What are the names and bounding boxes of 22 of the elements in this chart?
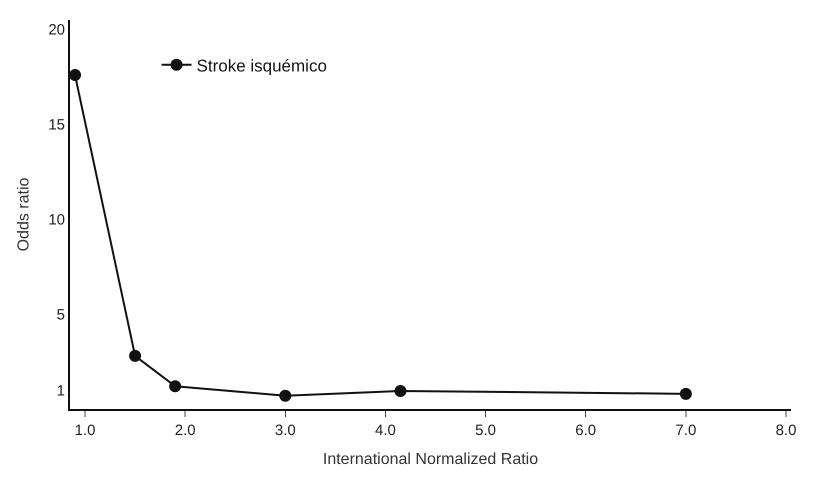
x-axis-title: International Normalized Ratio <box>322 451 538 468</box>
y-tick-label: 5 <box>56 306 65 324</box>
point <box>70 69 82 82</box>
x-tick-label: 4.0 <box>375 422 396 439</box>
y-tick-label: 15 <box>48 116 65 134</box>
x-tick-label: 2.0 <box>174 422 196 439</box>
point <box>169 380 182 392</box>
x-tick-label: 1.0 <box>74 422 96 439</box>
point <box>394 384 406 397</box>
point <box>680 388 692 400</box>
x-tick-label: 7.0 <box>675 422 696 439</box>
x-tick-label: 3.0 <box>274 422 296 439</box>
y-axis-title: Odds ratio <box>16 177 33 252</box>
x-tick-label: 8.0 <box>776 422 796 439</box>
legend-label: Stroke isquémico <box>196 56 327 76</box>
y-tick-label: 10 <box>48 211 65 228</box>
point <box>129 350 142 362</box>
y-tick-label: 20 <box>48 22 65 39</box>
point <box>279 390 292 402</box>
x-tick-label: 6.0 <box>575 422 596 439</box>
x-tick-label: 5.0 <box>475 422 496 439</box>
y-tick-label: 1 <box>56 382 65 400</box>
